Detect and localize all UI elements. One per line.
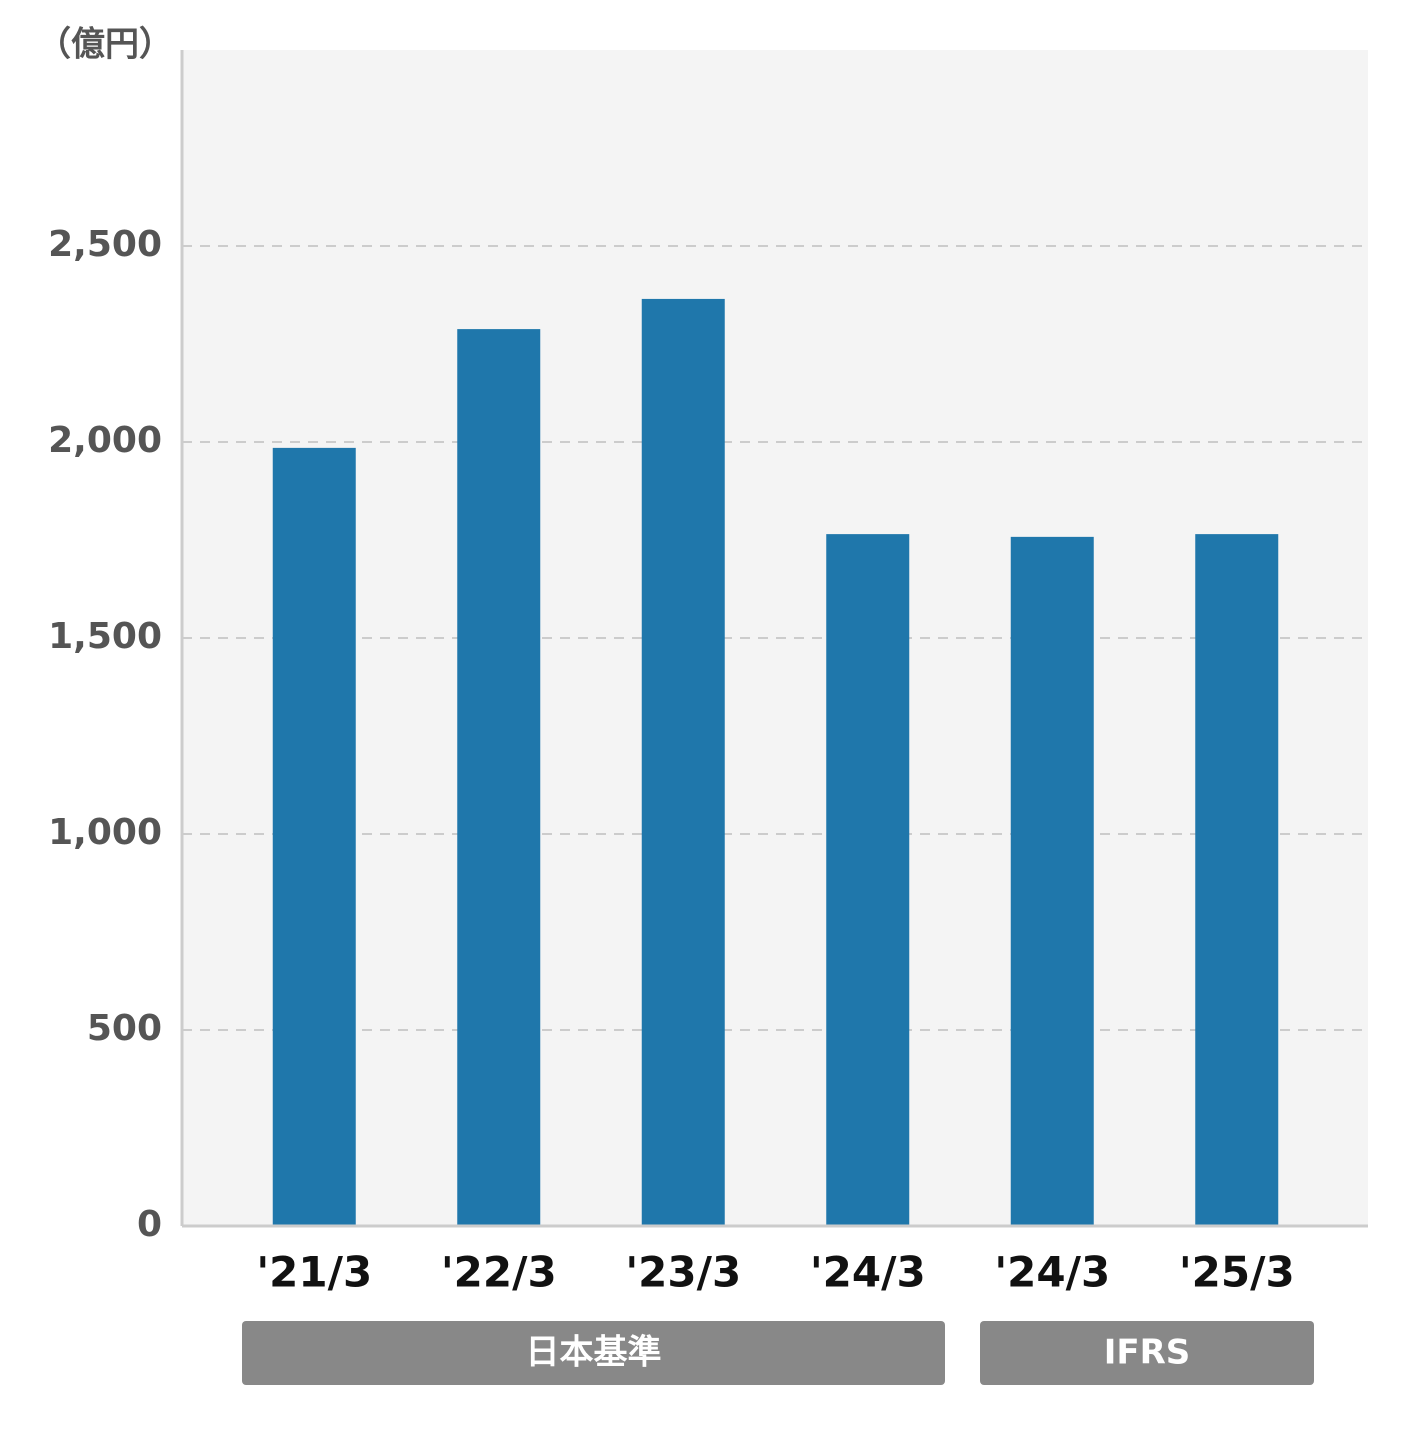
plot-background <box>182 50 1368 1226</box>
group-label: IFRS <box>1104 1333 1191 1373</box>
y-tick-label: 1,000 <box>48 812 162 853</box>
bar <box>457 329 541 1226</box>
x-tick-label: '22/3 <box>441 1248 557 1297</box>
x-tick-label: '24/3 <box>810 1248 926 1297</box>
bar <box>1010 536 1094 1226</box>
x-tick-label: '23/3 <box>625 1248 741 1297</box>
y-tick-label: 500 <box>87 1008 162 1049</box>
y-tick-label: 0 <box>137 1204 162 1245</box>
y-tick-label: 1,500 <box>48 616 162 657</box>
x-tick-label: '25/3 <box>1179 1248 1295 1297</box>
bar <box>641 298 725 1226</box>
x-tick-label: '21/3 <box>256 1248 372 1297</box>
y-unit-label: （億円） <box>37 25 173 65</box>
bar <box>272 447 356 1226</box>
y-tick-label: 2,500 <box>48 224 162 265</box>
group-box <box>980 1321 1314 1385</box>
y-tick-label: 2,000 <box>48 420 162 461</box>
bar <box>826 534 910 1226</box>
bar <box>1195 534 1279 1226</box>
group-box <box>242 1321 945 1385</box>
x-tick-label: '24/3 <box>994 1248 1110 1297</box>
group-label: 日本基準 <box>526 1333 662 1373</box>
